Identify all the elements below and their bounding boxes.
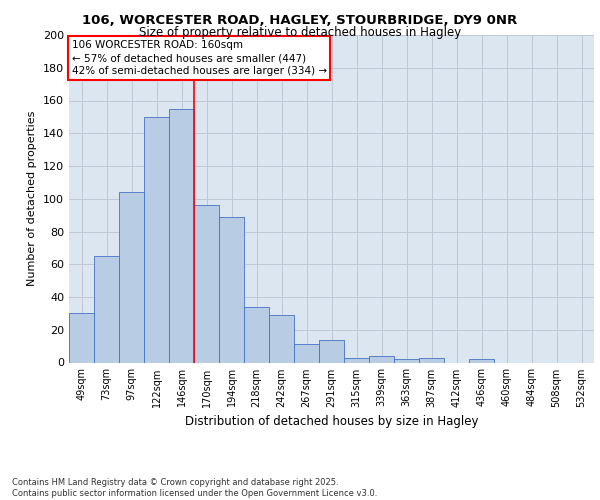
- Text: Contains HM Land Registry data © Crown copyright and database right 2025.
Contai: Contains HM Land Registry data © Crown c…: [12, 478, 377, 498]
- Bar: [169, 108, 194, 362]
- Bar: [119, 192, 144, 362]
- Bar: [244, 307, 269, 362]
- Bar: [294, 344, 319, 362]
- Bar: [94, 256, 119, 362]
- Bar: [419, 358, 444, 362]
- Text: Size of property relative to detached houses in Hagley: Size of property relative to detached ho…: [139, 26, 461, 39]
- Bar: [369, 356, 394, 362]
- Bar: [319, 340, 344, 362]
- Bar: [194, 206, 219, 362]
- X-axis label: Distribution of detached houses by size in Hagley: Distribution of detached houses by size …: [185, 415, 478, 428]
- Bar: [269, 315, 294, 362]
- Text: 106, WORCESTER ROAD, HAGLEY, STOURBRIDGE, DY9 0NR: 106, WORCESTER ROAD, HAGLEY, STOURBRIDGE…: [82, 14, 518, 27]
- Text: 106 WORCESTER ROAD: 160sqm
← 57% of detached houses are smaller (447)
42% of sem: 106 WORCESTER ROAD: 160sqm ← 57% of deta…: [71, 40, 327, 76]
- Bar: [69, 314, 94, 362]
- Bar: [344, 358, 369, 362]
- Bar: [394, 359, 419, 362]
- Bar: [219, 217, 244, 362]
- Y-axis label: Number of detached properties: Number of detached properties: [28, 111, 37, 286]
- Bar: [469, 359, 494, 362]
- Bar: [144, 117, 169, 362]
